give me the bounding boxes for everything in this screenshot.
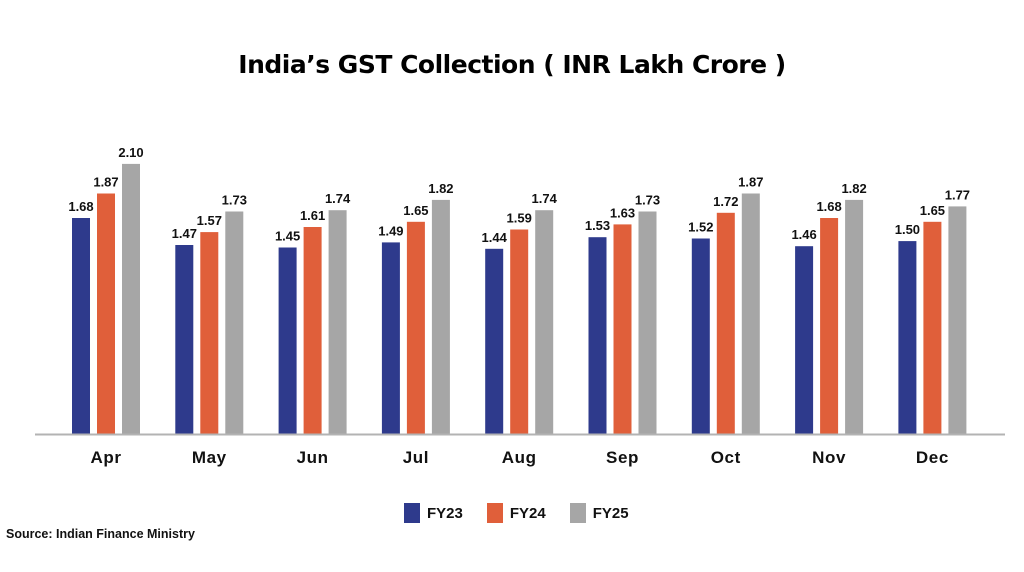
legend-swatch-fy23 (404, 503, 420, 523)
value-label-fy25-aug: 1.74 (532, 191, 558, 206)
bar-fy25-sep (638, 211, 657, 434)
value-label-fy23-aug: 1.44 (482, 230, 508, 245)
category-label-jul: Jul (403, 448, 429, 467)
value-label-fy25-sep: 1.73 (635, 193, 660, 208)
bar-fy23-apr (72, 218, 90, 434)
value-label-fy23-nov: 1.46 (791, 227, 816, 242)
legend-label-fy24: FY24 (509, 504, 546, 522)
value-label-fy23-apr: 1.68 (68, 199, 93, 214)
bar-fy24-jul (406, 221, 425, 434)
category-label-may: May (192, 448, 227, 467)
value-label-fy25-nov: 1.82 (841, 181, 866, 196)
bar-fy25-jul (431, 199, 450, 434)
legend-swatch-fy24 (486, 503, 503, 523)
value-label-fy25-dec: 1.77 (945, 187, 970, 202)
bar-fy23-oct (691, 238, 710, 434)
bar-fy25-apr (122, 163, 140, 434)
legend-label-fy23: FY23 (427, 504, 463, 522)
bar-fy24-aug (510, 229, 529, 434)
value-label-fy25-jul: 1.82 (428, 181, 453, 196)
category-label-apr: Apr (90, 448, 121, 467)
category-label-oct: Oct (711, 448, 741, 467)
bar-fy23-aug (485, 248, 504, 434)
category-labels-layer: Apr May Jun Jul Aug Sep Oct Nov Dec (90, 448, 948, 467)
bar-fy24-sep (613, 224, 632, 434)
bar-fy25-aug (535, 210, 554, 434)
value-label-fy24-jul: 1.65 (403, 203, 428, 218)
category-label-aug: Aug (502, 448, 537, 467)
value-label-fy23-jul: 1.49 (378, 223, 403, 238)
bar-fy23-dec (898, 241, 917, 434)
value-label-fy24-nov: 1.68 (816, 199, 841, 214)
value-label-fy23-jun: 1.45 (275, 229, 300, 244)
value-label-fy24-dec: 1.65 (920, 203, 945, 218)
bar-fy24-oct (716, 212, 735, 434)
source-note: Source: Indian Finance Ministry (6, 527, 195, 541)
legend-item-fy24: FY24 (486, 503, 546, 523)
value-label-fy24-aug: 1.59 (507, 211, 532, 226)
bar-fy23-jul (381, 242, 400, 434)
value-label-fy25-jun: 1.74 (325, 191, 351, 206)
value-label-fy23-sep: 1.53 (585, 218, 610, 233)
category-label-jun: Jun (297, 448, 329, 467)
value-label-fy23-may: 1.47 (172, 226, 197, 241)
bar-fy25-oct (741, 193, 760, 434)
bar-fy24-nov (820, 218, 839, 434)
value-label-fy24-jun: 1.61 (300, 208, 325, 223)
bar-fy24-may (200, 232, 219, 434)
bar-fy25-nov (845, 199, 864, 434)
legend-label-fy25: FY25 (592, 504, 629, 522)
value-label-fy24-may: 1.57 (197, 213, 222, 228)
bar-fy25-dec (948, 206, 967, 434)
bar-fy25-jun (328, 210, 347, 434)
bar-fy23-jun (278, 247, 297, 434)
value-label-fy25-apr: 2.10 (118, 145, 143, 160)
category-label-nov: Nov (812, 448, 846, 467)
value-label-fy25-may: 1.73 (222, 193, 247, 208)
bar-fy23-nov (795, 246, 814, 434)
bar-fy25-may (225, 211, 244, 434)
bar-fy24-apr (97, 193, 115, 434)
value-label-fy24-sep: 1.63 (610, 205, 635, 220)
bar-fy23-may (175, 245, 194, 434)
bar-fy24-dec (923, 221, 942, 434)
legend: FY23 FY24 FY25 (404, 503, 653, 523)
value-label-fy23-oct: 1.52 (688, 220, 713, 235)
value-label-fy25-oct: 1.87 (738, 175, 763, 190)
value-label-fy23-dec: 1.50 (895, 222, 920, 237)
category-label-sep: Sep (606, 448, 639, 467)
legend-item-fy23: FY23 (404, 503, 463, 523)
bar-fy23-sep (588, 237, 607, 434)
chart-title: India’s GST Collection ( INR Lakh Crore … (238, 50, 786, 79)
legend-item-fy25: FY25 (569, 503, 629, 523)
value-label-fy24-apr: 1.87 (93, 175, 118, 190)
value-label-fy24-oct: 1.72 (713, 194, 738, 209)
bars-layer (72, 163, 967, 434)
category-label-dec: Dec (916, 448, 949, 467)
bar-fy24-jun (303, 227, 322, 434)
value-labels-layer: 1.681.872.101.471.571.731.451.611.741.49… (68, 145, 970, 245)
legend-swatch-fy25 (569, 503, 586, 523)
